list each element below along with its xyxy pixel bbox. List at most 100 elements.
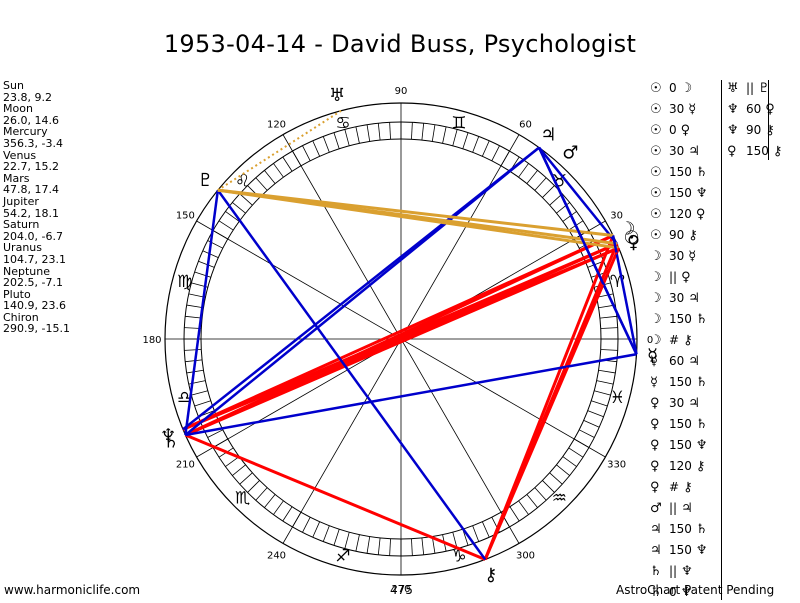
planet-position-value: 104.7, 23.1 [3, 252, 66, 266]
aspect-line [484, 247, 620, 560]
aspect-row: ☽ 30 ♃ [650, 288, 708, 309]
planet-position-value: 54.2, 18.1 [3, 206, 59, 220]
aspect-planet-1: ☽ [650, 312, 662, 327]
planet-glyph: ☽ [619, 219, 635, 240]
aspect-line [185, 352, 637, 437]
aspect-angle: 150 [669, 438, 692, 452]
aspect-row: ♃ 150 ♆ [650, 540, 708, 561]
degree-tick [194, 271, 211, 278]
aspect-planet-2: ☽ [680, 81, 693, 96]
degree-tick [333, 529, 340, 546]
aspect-angle: 150 [669, 375, 692, 389]
harmoniclife-link[interactable]: www.harmoniclife.com [4, 583, 141, 597]
degree-tick [302, 517, 311, 533]
aspect-planet-1: ♀ [650, 438, 660, 453]
aspect-row: ☽ # ⚷ [650, 330, 708, 351]
aspect-planet-1: ♀ [650, 417, 660, 432]
aspect-row: ☉ 150 ♄ [650, 162, 708, 183]
aspect-planet-1: ☉ [650, 186, 662, 201]
aspect-angle: # [669, 333, 680, 347]
aspect-angle: 150 [669, 186, 692, 200]
degree-tick [526, 170, 538, 184]
aspect-planet-2: ♆ [695, 438, 708, 453]
aspect-line [216, 189, 487, 561]
aspect-angle: 150 [669, 543, 692, 557]
planet-name: Sun [3, 79, 24, 92]
degree-tick [599, 315, 617, 319]
aspect-planet-1: ☉ [650, 144, 662, 159]
planet-positions-list: Sun 23.8, 9.2 Moon 26.0, 14.6 Mercury 356.3, … [3, 80, 70, 335]
aspect-planet-1: ♃ [650, 522, 662, 537]
planet-glyph: ♅ [329, 85, 345, 106]
aspect-planet-2: ♀ [695, 207, 706, 222]
degree-tick [185, 359, 203, 363]
degree-tick [218, 220, 234, 231]
degree-tick [184, 349, 202, 351]
angle-label: 60 [519, 119, 532, 130]
aspect-planet-1: ♅ [727, 81, 739, 96]
planet-name: Neptune [3, 264, 51, 278]
aspect-planet-1: ☿ [650, 354, 658, 369]
aspect-planet-2: ♄ [695, 165, 708, 180]
degree-tick [198, 260, 215, 268]
planet-position-value: 23.8, 9.2 [3, 90, 52, 104]
aspect-planet-1: ☽ [650, 249, 662, 264]
degree-tick [225, 211, 240, 222]
degree-tick [549, 193, 563, 206]
aspect-planet-1: ☽ [650, 291, 662, 306]
degree-tick [518, 163, 529, 178]
aspect-angle: 150 [669, 165, 692, 179]
aspects-column-main: ☉ 0 ☽ ☉ 30 ☿ ☉ 0 ♀ ☉ 30 ♃ ☉ 150 ♄ ☉ 150 ♆ ☉ 120 ♀ ☉ 90 ⚷ ☽ 30 ☿ ☽ ||… [650, 78, 708, 603]
aspect-row: ☉ 90 ⚷ [650, 225, 708, 246]
zodiac-sign-glyph: ♍ [177, 272, 192, 292]
aspect-planet-2: ♄ [695, 522, 708, 537]
degree-tick [549, 472, 563, 485]
planet-glyph: ☉ [623, 227, 639, 248]
degree-tick [518, 500, 529, 515]
aspect-line [217, 188, 619, 250]
degree-tick [591, 400, 608, 407]
aspect-row: ☉ 30 ♃ [650, 141, 708, 162]
aspect-planet-2: ♃ [688, 354, 700, 369]
aspect-row: ☿ 60 ♃ [650, 351, 708, 372]
planet-position-value: 22.7, 15.2 [3, 160, 59, 174]
degree-tick [322, 525, 330, 542]
degree-tick [282, 156, 293, 172]
chart-number: 475 [390, 583, 413, 597]
zodiac-sign-glyph: ♒ [552, 488, 567, 508]
degree-tick [186, 304, 204, 309]
planet-glyph: ♂ [562, 142, 578, 163]
aspect-planet-1: ♄ [650, 585, 662, 600]
aspect-line [184, 189, 220, 436]
aspect-planet-2: ♄ [695, 417, 708, 432]
angle-label: 300 [516, 551, 535, 562]
aspect-row: ♃ 150 ♄ [650, 519, 708, 540]
aspect-planet-1: ♀ [650, 396, 660, 411]
degree-tick [562, 211, 577, 222]
aspect-angle: 150 [746, 144, 769, 158]
degree-tick [377, 537, 381, 555]
degree-tick [186, 369, 204, 374]
aspect-planet-2: ♃ [688, 144, 700, 159]
aspect-angle: 30 [669, 144, 685, 158]
degree-tick [472, 525, 480, 542]
aspect-angle: 60 [746, 102, 762, 116]
aspect-planet-2: ♀ [680, 123, 691, 138]
aspect-row: ♀ # ⚷ [650, 477, 708, 498]
aspect-planet-2: ♇ [758, 81, 770, 96]
aspect-planet-2: ⚷ [688, 228, 698, 243]
aspect-planet-2: ♃ [688, 396, 700, 411]
aspect-row: ☽ 150 ♄ [650, 309, 708, 330]
aspect-row: ☿ 150 ♄ [650, 372, 708, 393]
aspect-row: ♀ 150 ⚷ [727, 141, 782, 162]
degree-tick [239, 472, 253, 485]
angle-label: 270 [391, 584, 410, 595]
zodiac-sign-glyph: ♋ [335, 114, 350, 134]
patent-notice: AstroChart Patent Pending [616, 583, 775, 597]
planet-glyph: ♀ [627, 232, 640, 253]
aspect-planet-2: ♄ [695, 312, 708, 327]
degree-tick [185, 315, 203, 319]
aspect-row: ♆ 90 ⚷ [727, 120, 782, 141]
aspect-row: ☉ 0 ♀ [650, 120, 708, 141]
